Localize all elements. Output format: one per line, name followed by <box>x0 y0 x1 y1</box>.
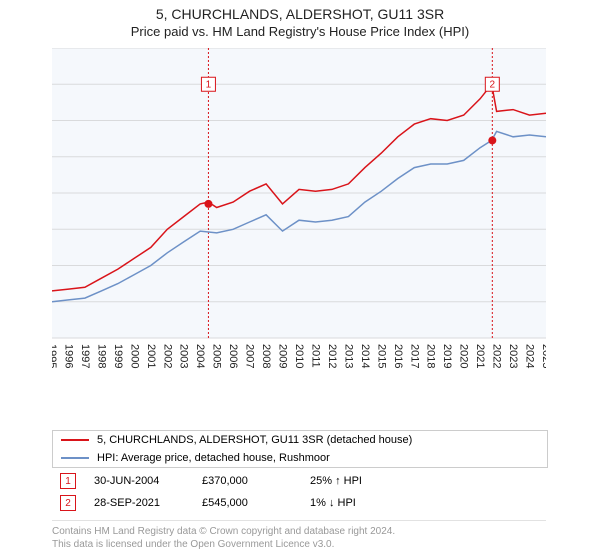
svg-text:2025: 2025 <box>540 344 546 368</box>
table-row: 1 30-JUN-2004 £370,000 25% ↑ HPI <box>52 470 546 492</box>
table-row: 2 28-SEP-2021 £545,000 1% ↓ HPI <box>52 492 546 514</box>
svg-text:1997: 1997 <box>79 344 91 368</box>
event-marker-icon: 2 <box>60 495 76 511</box>
svg-text:2024: 2024 <box>524 344 536 368</box>
event-marker-icon: 1 <box>60 473 76 489</box>
svg-text:2019: 2019 <box>441 344 453 368</box>
page-subtitle: Price paid vs. HM Land Registry's House … <box>0 22 600 39</box>
svg-text:1: 1 <box>206 79 212 90</box>
legend-swatch-icon <box>61 439 89 441</box>
footer-line: Contains HM Land Registry data © Crown c… <box>52 525 546 538</box>
svg-text:1998: 1998 <box>95 344 107 368</box>
svg-text:2018: 2018 <box>425 344 437 368</box>
svg-text:2021: 2021 <box>474 344 486 368</box>
event-price: £545,000 <box>202 497 292 509</box>
svg-text:2010: 2010 <box>293 344 305 368</box>
event-date: 28-SEP-2021 <box>94 497 184 509</box>
svg-text:2007: 2007 <box>244 344 256 368</box>
svg-text:2002: 2002 <box>161 344 173 368</box>
svg-text:1996: 1996 <box>62 344 74 368</box>
legend-item: HPI: Average price, detached house, Rush… <box>53 449 547 467</box>
svg-text:2013: 2013 <box>342 344 354 368</box>
svg-text:2: 2 <box>490 79 496 90</box>
svg-text:2015: 2015 <box>375 344 387 368</box>
svg-text:2003: 2003 <box>178 344 190 368</box>
legend: 5, CHURCHLANDS, ALDERSHOT, GU11 3SR (det… <box>52 430 548 468</box>
svg-text:2005: 2005 <box>211 344 223 368</box>
event-table: 1 30-JUN-2004 £370,000 25% ↑ HPI 2 28-SE… <box>52 470 546 514</box>
legend-item: 5, CHURCHLANDS, ALDERSHOT, GU11 3SR (det… <box>53 431 547 449</box>
svg-text:2017: 2017 <box>408 344 420 368</box>
event-delta: 1% ↓ HPI <box>310 497 430 509</box>
event-date: 30-JUN-2004 <box>94 475 184 487</box>
svg-text:2020: 2020 <box>458 344 470 368</box>
page-title: 5, CHURCHLANDS, ALDERSHOT, GU11 3SR <box>0 0 600 22</box>
svg-text:2023: 2023 <box>507 344 519 368</box>
svg-text:2011: 2011 <box>309 344 321 368</box>
svg-text:2008: 2008 <box>260 344 272 368</box>
legend-swatch-icon <box>61 457 89 459</box>
svg-text:2004: 2004 <box>194 344 206 368</box>
svg-text:2009: 2009 <box>277 344 289 368</box>
footer-line: This data is licensed under the Open Gov… <box>52 538 546 551</box>
svg-text:2000: 2000 <box>128 344 140 368</box>
svg-text:2014: 2014 <box>359 344 371 368</box>
event-delta: 25% ↑ HPI <box>310 475 430 487</box>
legend-label: HPI: Average price, detached house, Rush… <box>97 452 330 464</box>
svg-text:1995: 1995 <box>52 344 58 368</box>
svg-text:2022: 2022 <box>491 344 503 368</box>
svg-text:1999: 1999 <box>112 344 124 368</box>
svg-text:2016: 2016 <box>392 344 404 368</box>
price-chart: £0£100K£200K£300K£400K£500K£600K£700K£80… <box>52 48 546 378</box>
legend-label: 5, CHURCHLANDS, ALDERSHOT, GU11 3SR (det… <box>97 434 412 446</box>
event-price: £370,000 <box>202 475 292 487</box>
svg-text:2001: 2001 <box>145 344 157 368</box>
svg-text:2012: 2012 <box>326 344 338 368</box>
svg-text:2006: 2006 <box>227 344 239 368</box>
footer: Contains HM Land Registry data © Crown c… <box>52 520 546 551</box>
